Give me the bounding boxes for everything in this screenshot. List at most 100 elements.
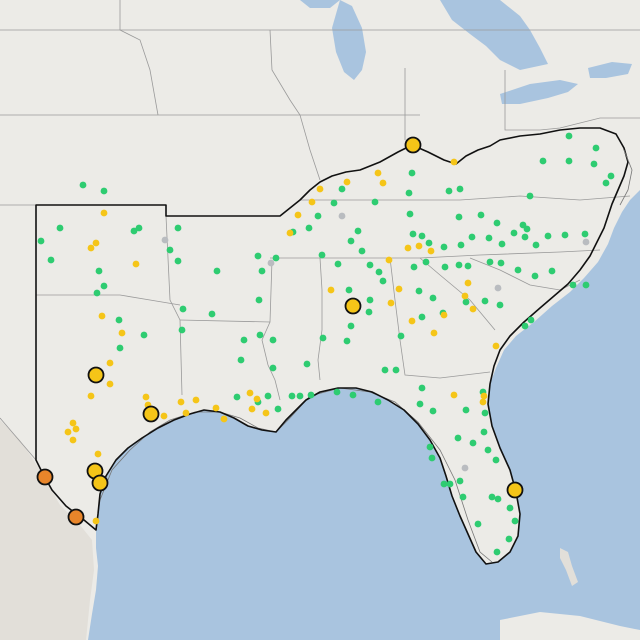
site-marker-green[interactable]: [379, 277, 387, 285]
site-marker-yellow[interactable]: [100, 209, 108, 217]
site-marker-green[interactable]: [408, 169, 416, 177]
site-marker-yellow[interactable]: [316, 185, 324, 193]
site-marker-green[interactable]: [254, 252, 262, 260]
site-marker-green[interactable]: [445, 187, 453, 195]
site-marker-green[interactable]: [397, 332, 405, 340]
site-marker-large-orange[interactable]: [67, 508, 85, 526]
site-marker-green[interactable]: [213, 267, 221, 275]
site-marker-green[interactable]: [582, 281, 590, 289]
site-marker-green[interactable]: [358, 247, 366, 255]
site-marker-green[interactable]: [349, 391, 357, 399]
site-marker-large-yellow[interactable]: [506, 481, 524, 499]
site-marker-green[interactable]: [93, 289, 101, 297]
site-marker-green[interactable]: [237, 356, 245, 364]
site-marker-yellow[interactable]: [464, 279, 472, 287]
site-marker-yellow[interactable]: [427, 247, 435, 255]
site-marker-green[interactable]: [440, 243, 448, 251]
site-marker-green[interactable]: [100, 187, 108, 195]
site-marker-gray[interactable]: [461, 464, 469, 472]
site-marker-green[interactable]: [174, 224, 182, 232]
site-marker-green[interactable]: [539, 157, 547, 165]
site-marker-yellow[interactable]: [385, 256, 393, 264]
site-marker-green[interactable]: [354, 227, 362, 235]
site-marker-green[interactable]: [505, 535, 513, 543]
site-marker-green[interactable]: [392, 366, 400, 374]
site-marker-green[interactable]: [565, 157, 573, 165]
site-marker-green[interactable]: [446, 480, 454, 488]
site-marker-yellow[interactable]: [142, 393, 150, 401]
site-marker-yellow[interactable]: [87, 392, 95, 400]
site-marker-yellow[interactable]: [94, 450, 102, 458]
site-marker-green[interactable]: [418, 313, 426, 321]
site-marker-green[interactable]: [425, 239, 433, 247]
site-marker-green[interactable]: [258, 267, 266, 275]
site-marker-green[interactable]: [462, 406, 470, 414]
site-marker-large-yellow[interactable]: [142, 405, 160, 423]
site-marker-green[interactable]: [426, 443, 434, 451]
site-marker-yellow[interactable]: [253, 395, 261, 403]
site-marker-green[interactable]: [441, 263, 449, 271]
site-marker-green[interactable]: [115, 316, 123, 324]
site-marker-green[interactable]: [521, 322, 529, 330]
site-marker-green[interactable]: [514, 266, 522, 274]
site-marker-green[interactable]: [333, 388, 341, 396]
site-marker-green[interactable]: [375, 268, 383, 276]
site-marker-green[interactable]: [365, 308, 373, 316]
site-marker-large-orange[interactable]: [36, 468, 54, 486]
site-marker-green[interactable]: [569, 281, 577, 289]
site-marker-green[interactable]: [492, 456, 500, 464]
site-marker-yellow[interactable]: [286, 229, 294, 237]
site-marker-gray[interactable]: [494, 284, 502, 292]
site-marker-green[interactable]: [493, 548, 501, 556]
site-marker-green[interactable]: [330, 199, 338, 207]
site-marker-green[interactable]: [256, 331, 264, 339]
site-marker-green[interactable]: [366, 296, 374, 304]
site-marker-green[interactable]: [590, 160, 598, 168]
site-marker-green[interactable]: [272, 254, 280, 262]
site-marker-green[interactable]: [428, 454, 436, 462]
site-marker-green[interactable]: [474, 520, 482, 528]
site-marker-yellow[interactable]: [430, 329, 438, 337]
site-marker-green[interactable]: [240, 336, 248, 344]
site-marker-yellow[interactable]: [69, 436, 77, 444]
site-marker-green[interactable]: [305, 224, 313, 232]
site-marker-green[interactable]: [497, 259, 505, 267]
site-marker-green[interactable]: [418, 232, 426, 240]
site-marker-green[interactable]: [255, 296, 263, 304]
site-marker-green[interactable]: [37, 237, 45, 245]
site-marker-green[interactable]: [416, 400, 424, 408]
site-marker-green[interactable]: [602, 179, 610, 187]
site-marker-green[interactable]: [415, 287, 423, 295]
site-marker-yellow[interactable]: [450, 391, 458, 399]
site-marker-green[interactable]: [296, 392, 304, 400]
site-marker-green[interactable]: [459, 493, 467, 501]
site-marker-green[interactable]: [178, 326, 186, 334]
site-marker-yellow[interactable]: [192, 396, 200, 404]
site-marker-yellow[interactable]: [72, 425, 80, 433]
site-marker-green[interactable]: [481, 297, 489, 305]
site-marker-yellow[interactable]: [374, 169, 382, 177]
site-marker-green[interactable]: [485, 234, 493, 242]
site-marker-green[interactable]: [455, 213, 463, 221]
site-marker-yellow[interactable]: [387, 299, 395, 307]
site-marker-green[interactable]: [135, 224, 143, 232]
site-marker-green[interactable]: [288, 392, 296, 400]
site-marker-green[interactable]: [544, 232, 552, 240]
site-marker-green[interactable]: [440, 480, 448, 488]
site-marker-yellow[interactable]: [98, 312, 106, 320]
site-marker-yellow[interactable]: [132, 260, 140, 268]
site-marker-green[interactable]: [319, 334, 327, 342]
site-marker-green[interactable]: [523, 225, 531, 233]
site-marker-green[interactable]: [511, 517, 519, 525]
site-marker-yellow[interactable]: [479, 398, 487, 406]
site-marker-green[interactable]: [374, 398, 382, 406]
site-marker-green[interactable]: [303, 360, 311, 368]
site-marker-yellow[interactable]: [308, 198, 316, 206]
site-marker-large-yellow[interactable]: [344, 297, 362, 315]
site-marker-green[interactable]: [493, 219, 501, 227]
site-marker-green[interactable]: [477, 211, 485, 219]
site-marker-gray[interactable]: [161, 236, 169, 244]
site-marker-green[interactable]: [47, 256, 55, 264]
site-marker-large-yellow[interactable]: [87, 366, 105, 384]
